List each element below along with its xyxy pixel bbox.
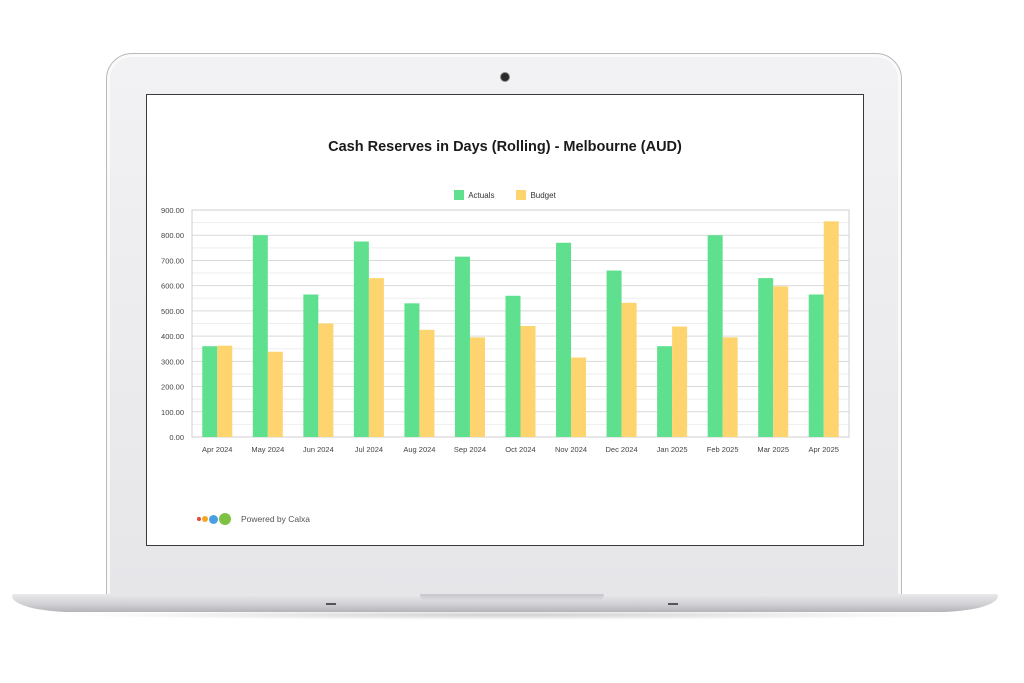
legend-label-actuals: Actuals bbox=[468, 190, 495, 200]
bar-actuals bbox=[252, 235, 268, 437]
chart-screen: Cash Reserves in Days (Rolling) - Melbou… bbox=[146, 94, 864, 546]
bar-actuals bbox=[202, 346, 218, 437]
bar-actuals bbox=[707, 235, 723, 437]
x-tick-label: Apr 2025 bbox=[809, 445, 839, 454]
calxa-logo-icon bbox=[197, 513, 231, 525]
camera-icon bbox=[500, 72, 510, 82]
bar-budget bbox=[722, 337, 738, 437]
x-tick-label: Jul 2024 bbox=[355, 445, 383, 454]
y-tick-label: 900.00 bbox=[161, 206, 184, 215]
bar-budget bbox=[823, 221, 839, 437]
bar-actuals bbox=[606, 270, 622, 437]
laptop-foot bbox=[326, 603, 336, 605]
x-tick-label: Feb 2025 bbox=[707, 445, 739, 454]
legend-swatch-actuals bbox=[454, 190, 465, 200]
x-tick-label: Oct 2024 bbox=[505, 445, 535, 454]
bar-chart: 0.00 100.00 200.00 300.00 400.00 500.00 600.00… bbox=[161, 206, 850, 454]
bar-budget bbox=[318, 323, 334, 437]
x-tick-label: Sep 2024 bbox=[454, 445, 486, 454]
y-tick-label: 200.00 bbox=[161, 383, 184, 392]
bar-budget bbox=[419, 329, 435, 437]
laptop-shadow bbox=[60, 610, 964, 620]
bar-actuals bbox=[404, 303, 420, 437]
bar-actuals bbox=[303, 294, 319, 437]
y-tick-label: 300.00 bbox=[161, 357, 184, 366]
bar-actuals bbox=[758, 278, 774, 437]
powered-by-text: Powered by Calxa bbox=[241, 514, 310, 524]
bar-budget bbox=[571, 357, 587, 437]
bar-budget bbox=[469, 337, 485, 437]
bar-actuals bbox=[353, 241, 369, 437]
laptop-base bbox=[12, 594, 998, 612]
x-tick-label: Nov 2024 bbox=[555, 445, 587, 454]
y-tick-label: 400.00 bbox=[161, 332, 184, 341]
bar-actuals bbox=[657, 346, 673, 437]
x-tick-label: Jan 2025 bbox=[657, 445, 688, 454]
logo-dot bbox=[197, 517, 201, 521]
x-tick-label: Apr 2024 bbox=[202, 445, 232, 454]
x-tick-label: Dec 2024 bbox=[606, 445, 638, 454]
y-tick-label: 0.00 bbox=[169, 433, 184, 442]
chart-title: Cash Reserves in Days (Rolling) - Melbou… bbox=[328, 139, 682, 155]
bar-actuals bbox=[556, 242, 572, 437]
chart-legend: Actuals Budget bbox=[147, 190, 863, 200]
bar-budget bbox=[267, 351, 283, 437]
bar-budget bbox=[773, 286, 789, 437]
legend-item-budget[interactable]: Budget bbox=[516, 190, 556, 200]
legend-swatch-budget bbox=[516, 190, 527, 200]
y-tick-label: 800.00 bbox=[161, 231, 184, 240]
x-tick-label: Aug 2024 bbox=[403, 445, 435, 454]
logo-dot bbox=[219, 513, 231, 525]
y-tick-label: 100.00 bbox=[161, 408, 184, 417]
footer: Powered by Calxa bbox=[197, 513, 310, 525]
laptop-notch bbox=[420, 594, 604, 601]
x-tick-label: May 2024 bbox=[251, 445, 284, 454]
bar-budget bbox=[217, 345, 233, 437]
y-tick-label: 500.00 bbox=[161, 307, 184, 316]
legend-label-budget: Budget bbox=[530, 190, 556, 200]
logo-dot bbox=[202, 516, 208, 522]
legend-item-actuals[interactable]: Actuals bbox=[454, 190, 494, 200]
x-tick-label: Mar 2025 bbox=[757, 445, 789, 454]
bar-actuals bbox=[505, 295, 521, 437]
bar-budget bbox=[520, 326, 536, 437]
bar-actuals bbox=[454, 256, 470, 437]
y-tick-label: 600.00 bbox=[161, 282, 184, 291]
bar-budget bbox=[672, 326, 688, 437]
bar-actuals bbox=[808, 294, 824, 437]
y-tick-label: 700.00 bbox=[161, 256, 184, 265]
x-tick-label: Jun 2024 bbox=[303, 445, 334, 454]
logo-dot bbox=[209, 514, 218, 524]
bar-budget bbox=[368, 278, 384, 437]
bar-budget bbox=[621, 302, 637, 437]
laptop-foot bbox=[668, 603, 678, 605]
